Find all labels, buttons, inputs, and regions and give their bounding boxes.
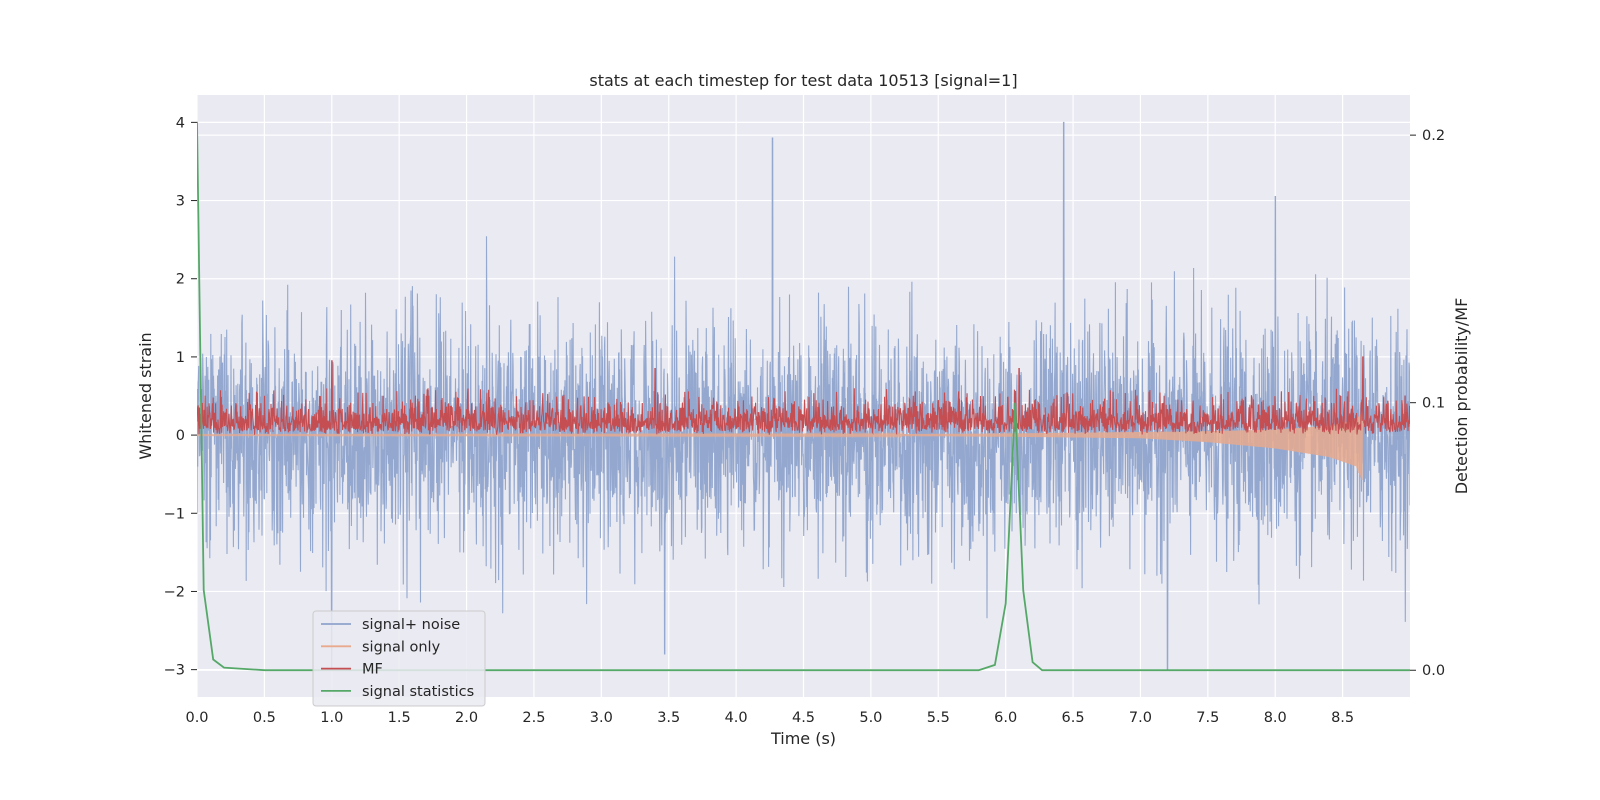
legend: signal+ noise signal only MF signal statist… [312,610,486,707]
legend-label: signal+ noise [362,617,460,633]
series-signal-noise-line [197,121,1410,671]
x-tick-label: 5.0 [859,710,882,726]
legend-box [312,610,486,707]
x-tick-label: 1.5 [388,710,411,726]
x-tick-label: 2.5 [522,710,545,726]
x-tick-label: 6.0 [994,710,1017,726]
x-tick-label: 0.5 [253,710,276,726]
y-tick-label: −2 [164,584,185,600]
x-tick-label: 4.5 [792,710,815,726]
series-layer [197,121,1410,672]
y-tick-label: 1 [176,350,185,366]
legend-label: signal only [362,639,441,655]
x-tick-label: 6.5 [1062,710,1085,726]
y-tick-label: 4 [176,115,185,131]
legend-label: MF [362,662,383,678]
y-right-tick-label: 0.1 [1422,396,1445,412]
x-tick-label: 3.5 [657,710,680,726]
series-mf-line [197,356,1410,435]
x-tick-label: 8.5 [1331,710,1354,726]
x-tick-label: 8.0 [1264,710,1287,726]
x-tick-label: 7.5 [1196,710,1219,726]
series-signal-statistics-line [197,121,1410,672]
x-tick-label: 5.5 [927,710,950,726]
ticks: 0.0 0.5 1.0 1.5 2.0 2.5 3.0 3.5 4.0 4.5 5.0 5.5 6.0 6… [164,115,1445,726]
y-tick-label: −1 [164,506,185,522]
y-tick-label: −3 [164,663,185,679]
y-right-tick-label: 0.0 [1422,663,1445,679]
series-signal-only-line [197,412,1364,481]
y-axis-right-label: Detection probability/MF [1452,298,1471,495]
x-tick-label: 7.0 [1129,710,1152,726]
x-tick-label: 4.0 [725,710,748,726]
y-tick-label: 2 [176,272,185,288]
x-tick-label: 3.0 [590,710,613,726]
y-tick-label: 0 [176,428,185,444]
x-tick-label: 1.0 [320,710,343,726]
y-tick-label: 3 [176,194,185,210]
y-right-tick-label: 0.2 [1422,128,1445,144]
x-tick-label: 0.0 [185,710,208,726]
x-tick-label: 2.0 [455,710,478,726]
x-axis-label: Time (s) [770,729,836,748]
y-axis-label: Whitened strain [136,332,155,459]
chart-title: stats at each timestep for test data 105… [589,71,1017,90]
legend-label: signal statistics [362,684,474,700]
